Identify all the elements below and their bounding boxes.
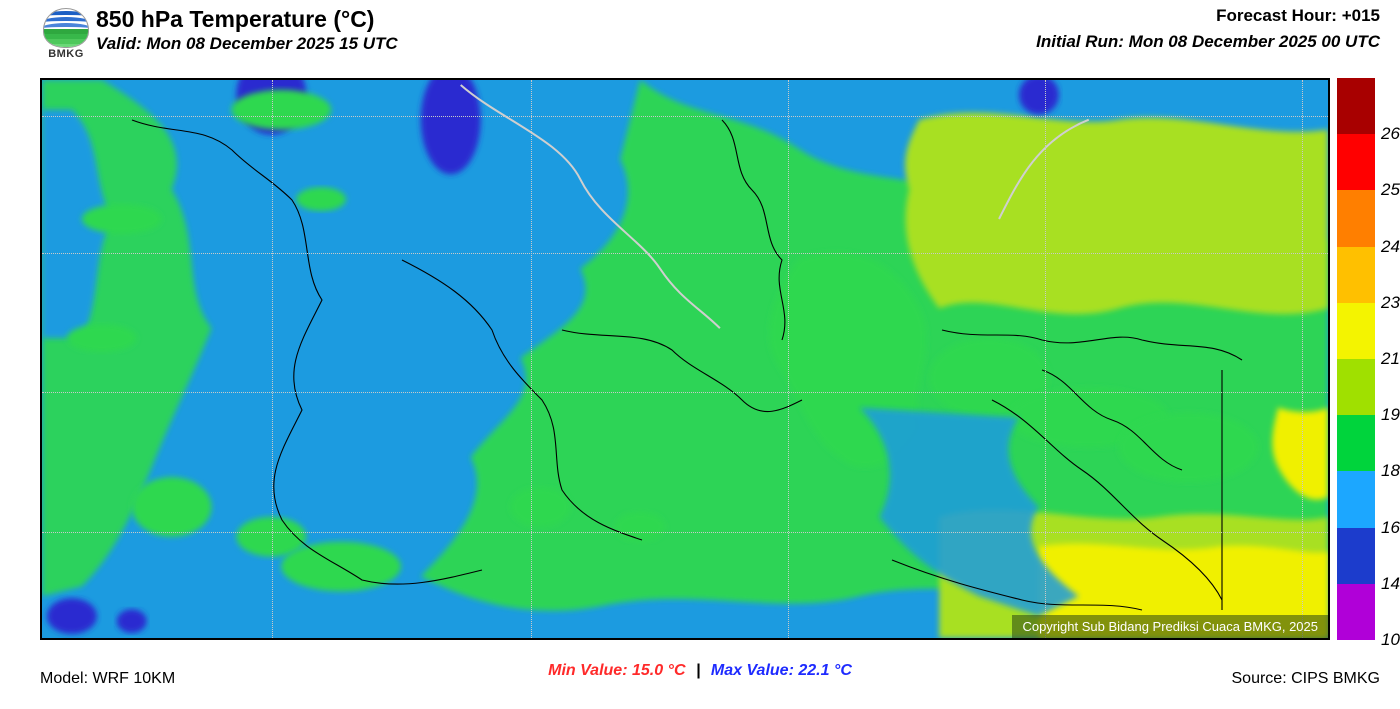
copyright-badge: Copyright Sub Bidang Prediksi Cuaca BMKG… [1012, 615, 1328, 638]
temperature-map[interactable]: 5N EQ 5S 10S 100E 110E 120E 130E 140E Co… [40, 78, 1330, 640]
colorbar-label-25: 25 [1381, 180, 1400, 200]
minmax-wrap: Min Value: 15.0 °C | Max Value: 22.1 °C [548, 662, 852, 680]
colorbar[interactable]: 26 25 24 23 21 19 18 16 14 10 [1337, 78, 1375, 640]
initial-run-label: Initial Run: Mon 08 December 2025 00 UTC [1036, 32, 1380, 52]
colorbar-seg-23 [1337, 303, 1375, 359]
source-label: Source: CIPS BMKG [1232, 670, 1381, 688]
footer-bar: Model: WRF 10KM Min Value: 15.0 °C | Max… [0, 648, 1400, 708]
model-label: Model: WRF 10KM [40, 670, 175, 688]
colorbar-seg-21 [1337, 359, 1375, 415]
header-bar: BMKG 850 hPa Temperature (°C) Valid: Mon… [40, 6, 1380, 68]
gridline-5n [42, 116, 1328, 117]
gridline-120e [788, 80, 789, 638]
minmax-separator: | [696, 662, 700, 679]
colorbar-seg-14 [1337, 584, 1375, 640]
colorbar-seg-26 [1337, 134, 1375, 190]
colorbar-label-24: 24 [1381, 237, 1400, 257]
gridline-110e [531, 80, 532, 638]
bmkg-logo-text: BMKG [40, 48, 92, 60]
colorbar-label-21: 21 [1381, 349, 1400, 369]
gridline-5s [42, 392, 1328, 393]
bmkg-logo-icon [43, 8, 89, 48]
colorbar-seg-24 [1337, 247, 1375, 303]
bmkg-logo: BMKG [40, 8, 92, 60]
valid-label: Valid: Mon 08 December 2025 15 UTC [96, 34, 398, 54]
colorbar-label-23: 23 [1381, 293, 1400, 313]
colorbar-seg-25 [1337, 190, 1375, 246]
min-value-label: Min Value: 15.0 °C [548, 662, 685, 679]
colorbar-label-26: 26 [1381, 124, 1400, 144]
forecast-hour-label: Forecast Hour: +015 [1036, 6, 1380, 26]
max-value-label: Max Value: 22.1 °C [711, 662, 852, 679]
gridline-eq [42, 253, 1328, 254]
header-right-block: Forecast Hour: +015 Initial Run: Mon 08 … [1036, 6, 1380, 52]
colorbar-seg-19 [1337, 415, 1375, 471]
page-title: 850 hPa Temperature (°C) [96, 6, 398, 32]
colorbar-seg-16 [1337, 528, 1375, 584]
coastline-overlay [42, 80, 1328, 638]
gridline-140e [1302, 80, 1303, 638]
colorbar-seg-18 [1337, 471, 1375, 527]
colorbar-label-16: 16 [1381, 518, 1400, 538]
colorbar-label-14: 14 [1381, 574, 1400, 594]
gridline-130e [1045, 80, 1046, 638]
title-block: 850 hPa Temperature (°C) Valid: Mon 08 D… [96, 6, 398, 54]
colorbar-seg-27 [1337, 78, 1375, 134]
gridline-100e [272, 80, 273, 638]
colorbar-label-10: 10 [1381, 630, 1400, 650]
gridline-10s [42, 532, 1328, 533]
colorbar-label-19: 19 [1381, 405, 1400, 425]
colorbar-label-18: 18 [1381, 461, 1400, 481]
